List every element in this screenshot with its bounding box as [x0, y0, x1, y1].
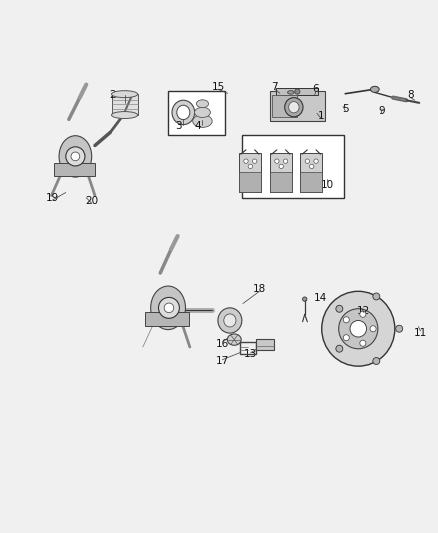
Text: 15: 15: [212, 82, 225, 92]
Text: 7: 7: [272, 82, 278, 92]
Bar: [53, 163, 95, 176]
Text: 5: 5: [342, 104, 349, 114]
Ellipse shape: [112, 91, 138, 98]
Circle shape: [253, 159, 257, 163]
Bar: [112, 94, 138, 115]
Ellipse shape: [196, 100, 208, 108]
Circle shape: [275, 159, 279, 163]
Bar: [270, 91, 325, 120]
Circle shape: [373, 293, 380, 300]
Text: 14: 14: [314, 293, 327, 303]
Circle shape: [283, 159, 288, 163]
Circle shape: [279, 164, 283, 168]
Bar: [270, 154, 292, 192]
Bar: [145, 312, 188, 326]
Circle shape: [295, 89, 300, 94]
Ellipse shape: [218, 308, 242, 333]
Ellipse shape: [59, 136, 92, 177]
Text: 9: 9: [378, 106, 385, 116]
Ellipse shape: [194, 107, 210, 117]
Bar: [272, 94, 297, 117]
Text: 3: 3: [176, 122, 182, 131]
Bar: [276, 87, 318, 95]
Text: 18: 18: [253, 284, 266, 294]
Circle shape: [305, 159, 310, 163]
Bar: [242, 135, 344, 198]
Bar: [270, 172, 292, 192]
Circle shape: [159, 297, 180, 318]
Text: 10: 10: [320, 180, 333, 190]
Text: 8: 8: [407, 91, 414, 100]
Text: 4: 4: [195, 122, 201, 131]
Bar: [168, 91, 225, 135]
Ellipse shape: [112, 111, 138, 118]
Ellipse shape: [227, 334, 241, 345]
Circle shape: [244, 159, 248, 163]
Ellipse shape: [288, 91, 294, 94]
Text: 6: 6: [313, 84, 319, 94]
Bar: [239, 172, 261, 192]
Circle shape: [71, 152, 80, 161]
Text: 16: 16: [216, 339, 229, 349]
Text: 13: 13: [244, 350, 258, 359]
Text: 19: 19: [46, 193, 60, 203]
Circle shape: [248, 164, 253, 168]
Text: 12: 12: [357, 306, 371, 316]
Ellipse shape: [371, 86, 379, 92]
Bar: [239, 154, 261, 192]
Ellipse shape: [322, 292, 395, 366]
Circle shape: [373, 358, 380, 365]
Ellipse shape: [224, 314, 236, 327]
Circle shape: [336, 305, 343, 312]
Circle shape: [164, 303, 174, 313]
Circle shape: [396, 325, 403, 332]
Bar: [300, 154, 322, 192]
Circle shape: [343, 335, 350, 341]
Ellipse shape: [177, 105, 190, 119]
Ellipse shape: [172, 100, 194, 125]
Text: 2: 2: [109, 91, 116, 100]
Ellipse shape: [151, 286, 185, 329]
Ellipse shape: [289, 102, 299, 113]
Ellipse shape: [193, 115, 212, 127]
Bar: [240, 342, 255, 354]
Circle shape: [360, 340, 366, 346]
Circle shape: [66, 147, 85, 166]
Text: 20: 20: [85, 196, 99, 206]
Circle shape: [350, 320, 367, 337]
Circle shape: [370, 326, 376, 332]
Text: 17: 17: [216, 357, 229, 366]
Circle shape: [343, 317, 350, 323]
Circle shape: [314, 159, 318, 163]
Circle shape: [310, 164, 314, 168]
Circle shape: [360, 311, 366, 317]
Text: 1: 1: [318, 111, 325, 122]
Circle shape: [336, 345, 343, 352]
Ellipse shape: [339, 309, 378, 349]
Circle shape: [303, 297, 307, 301]
Text: 11: 11: [414, 328, 427, 337]
Ellipse shape: [285, 98, 303, 117]
Bar: [256, 339, 274, 350]
Bar: [300, 172, 322, 192]
